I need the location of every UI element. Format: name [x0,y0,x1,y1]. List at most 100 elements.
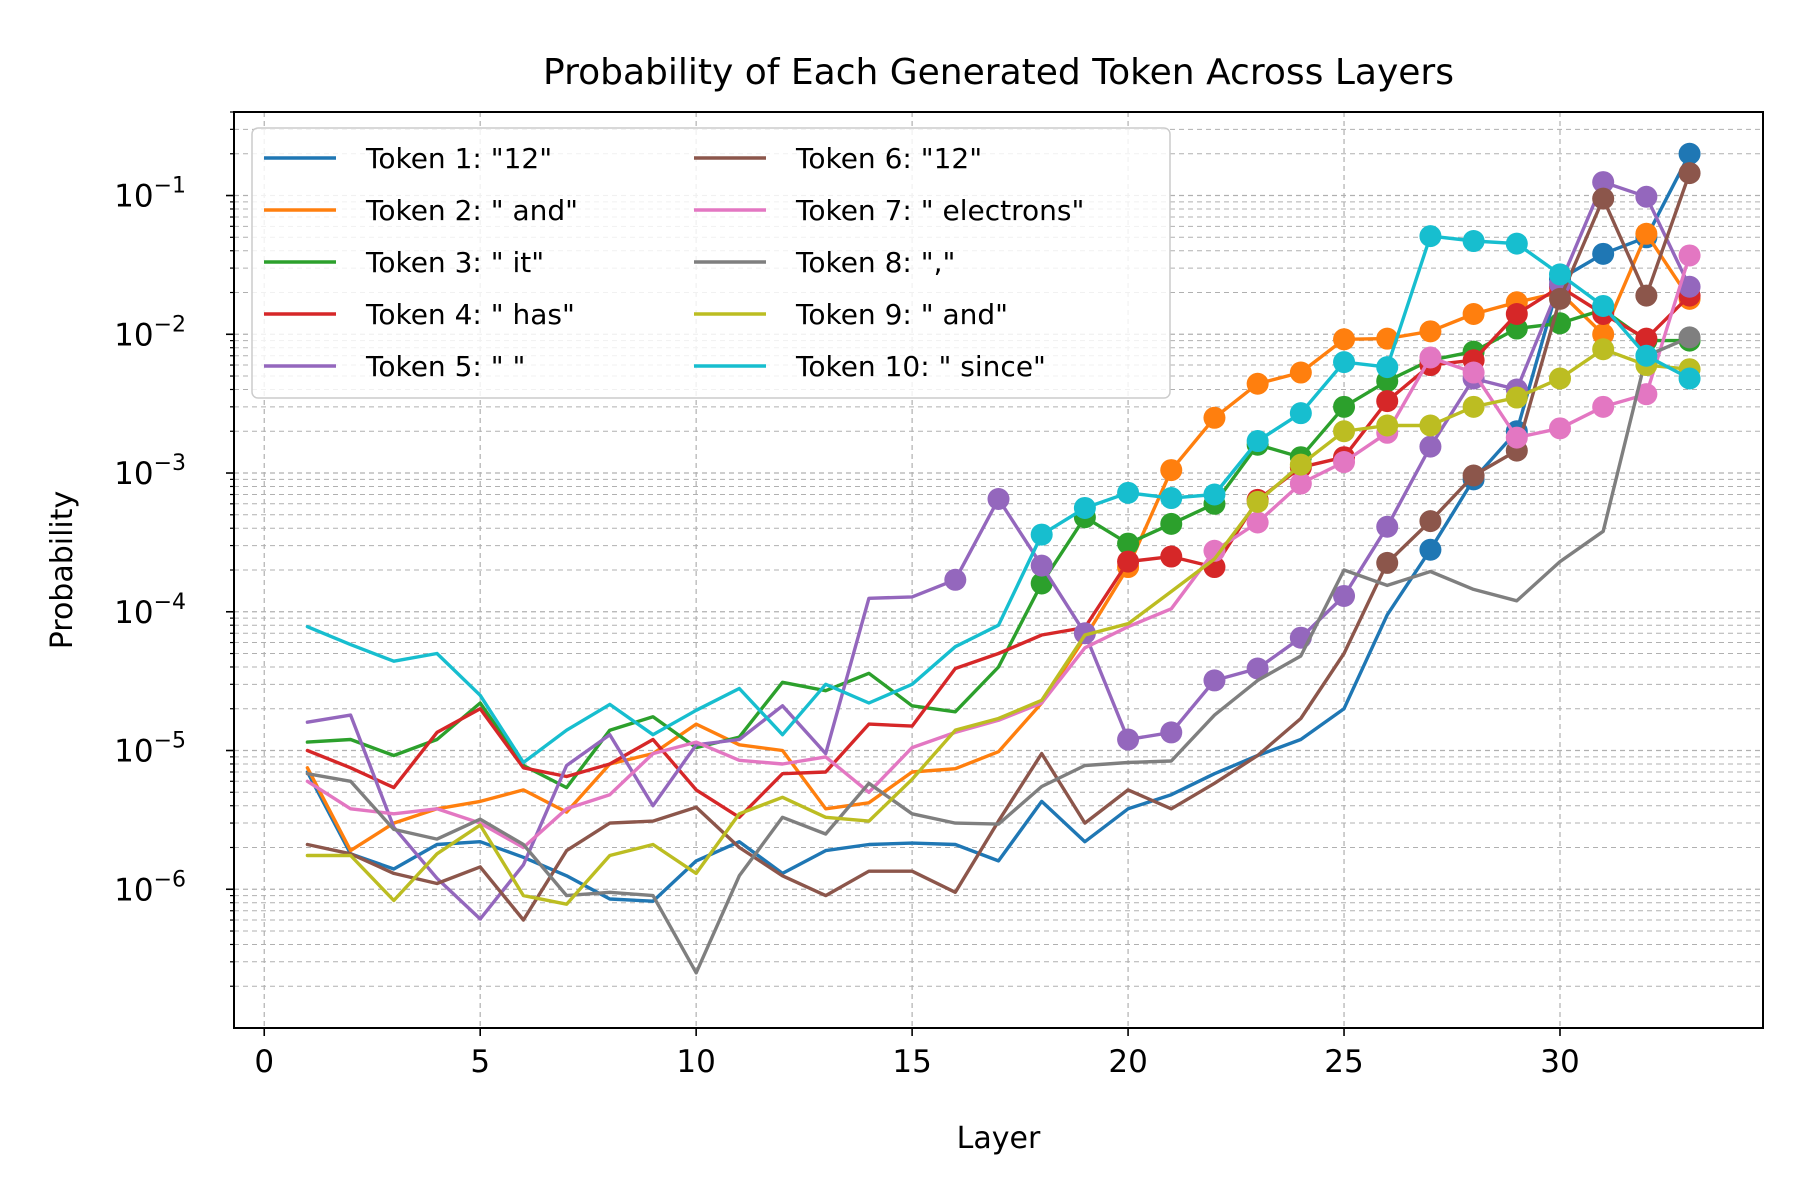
data-point [1678,275,1701,298]
data-point [1548,263,1571,286]
y-tick-label-exponent: −2 [154,312,186,337]
data-point [1117,728,1140,751]
data-point [1160,721,1183,744]
legend-label: Token 9: " and" [795,298,1008,331]
legend-item: Token 7: " electrons" [694,194,1084,227]
data-point [987,487,1010,510]
legend-item: Token 10: " since" [694,350,1046,383]
y-tick-label: 10−6 [114,867,186,908]
data-point [1419,320,1442,343]
data-point [1246,511,1269,534]
data-point [1678,367,1701,390]
data-point [1333,451,1356,474]
legend-item: Token 8: "," [694,246,955,279]
y-axis-label: Probability [45,491,80,650]
data-point [1592,187,1615,210]
data-point [1030,572,1053,595]
x-axis-label: Layer [957,1121,1041,1156]
data-point [1548,367,1571,390]
y-tick-label: 10−5 [114,729,186,770]
y-tick-label-exponent: −3 [154,451,186,476]
series-line [305,308,1692,790]
x-tick-label: 15 [892,1044,931,1080]
y-tick-label: 10−4 [114,590,186,631]
series-line [305,234,1692,765]
legend-item: Token 2: " and" [264,194,578,227]
data-point [1289,453,1312,476]
data-point [1462,464,1485,487]
data-point [1376,390,1399,413]
data-point [1592,338,1615,361]
data-point [1419,510,1442,533]
legend-label: Token 10: " since" [795,350,1046,383]
data-point [1073,496,1096,519]
x-tick-label: 25 [1324,1044,1363,1080]
data-point [1160,459,1183,482]
data-point [1376,414,1399,437]
data-point [1635,284,1658,307]
data-point [1117,532,1140,555]
legend-item: Token 4: " has" [264,298,575,331]
data-point [1419,538,1442,561]
y-tick-label-base: 10 [114,872,153,908]
legend-item: Token 3: " it" [264,246,544,279]
data-point [1635,383,1658,406]
data-point [1505,386,1528,409]
series-layer [305,142,1701,975]
data-point [1419,414,1442,437]
y-tick-label-base: 10 [114,595,153,631]
data-point [944,568,967,591]
data-point [1592,242,1615,265]
data-point [1289,472,1312,495]
data-point [1160,512,1183,535]
data-point [1376,327,1399,350]
data-point [1246,657,1269,680]
data-point [1160,487,1183,510]
data-point [1376,551,1399,574]
data-point [1505,426,1528,449]
data-point [1505,303,1528,326]
data-point [1246,372,1269,395]
series-line [305,232,1692,853]
data-point [1117,481,1140,504]
data-point [1548,287,1571,310]
x-tick-label: 10 [676,1044,715,1080]
series-10 [305,225,1701,765]
data-point [1419,346,1442,369]
legend-label: Token 7: " electrons" [795,194,1084,227]
data-point [1203,483,1226,506]
data-point [1462,230,1485,253]
data-point [1678,142,1701,165]
data-point [1462,361,1485,384]
axis-layer: 10−610−510−410−310−210−10 5 10 15 20 25 30 [114,111,1580,1080]
data-point [1635,222,1658,245]
legend-label: Token 1: "12" [365,142,552,175]
legend-label: Token 8: "," [795,246,955,279]
data-point [1203,539,1226,562]
y-tick-label-exponent: −1 [154,174,186,199]
data-point [1548,417,1571,440]
data-point [1203,406,1226,429]
y-tick-label-exponent: −5 [154,729,186,754]
legend-item: Token 6: "12" [694,142,982,175]
legend-label: Token 5: " " [365,350,525,383]
series-line [305,253,1692,850]
data-point [1160,545,1183,568]
data-point [1246,490,1269,513]
y-tick-label: 10−3 [114,451,186,492]
y-tick-label: 10−1 [114,174,186,215]
data-point [1376,515,1399,538]
y-tick-label-exponent: −6 [154,867,186,892]
data-point [1203,669,1226,692]
y-tick-label-base: 10 [114,179,153,215]
data-point [1678,244,1701,267]
y-tick-label: 10−2 [114,312,186,353]
data-point [1419,225,1442,248]
data-point [1462,395,1485,418]
legend: Token 1: "12" Token 2: " and" Token 3: " i… [251,127,1171,399]
series-8 [305,326,1701,975]
data-point [1289,361,1312,384]
legend-label: Token 6: "12" [795,142,982,175]
data-point [1030,523,1053,546]
